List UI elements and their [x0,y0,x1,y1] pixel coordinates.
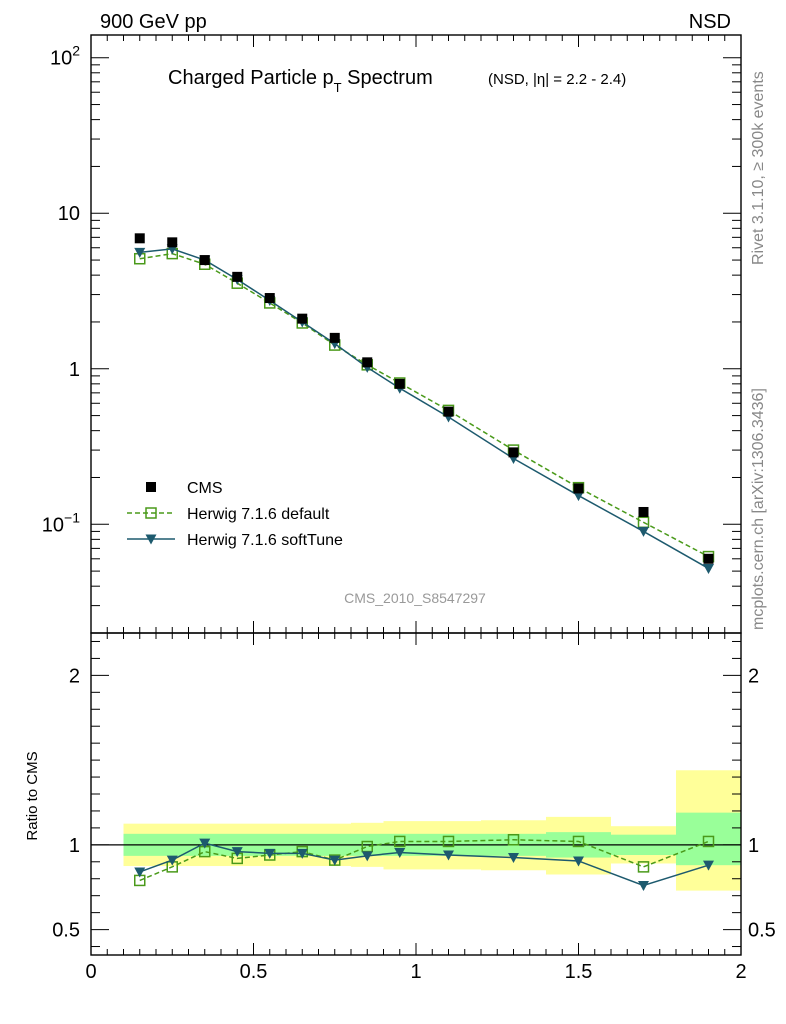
y-tick-label-right: 1 [748,835,759,857]
x-tick-label: 0.5 [240,961,268,983]
header-right: NSD [689,11,731,33]
chart-title: Charged Particle pT Spectrum [168,67,433,95]
cms-series-point [443,406,454,417]
herwig-softtune-series-ratio-point [134,867,146,878]
y-tick-label-right: 0.5 [748,920,776,942]
herwig-softtune-series-ratio-point [573,856,584,867]
legend-marker [146,482,156,492]
herwig-default-series-ratio-point [702,835,715,848]
x-tick-label: 0 [85,961,96,983]
cms-series-point [134,233,145,244]
x-tick-label: 1.5 [565,961,593,983]
chart-title-sub: T [334,80,342,95]
herwig-softtune-series-ratio-line [139,842,709,887]
y-tick-label: 10 [58,203,80,225]
herwig-default-series-ratio-point [572,835,585,848]
ratio-frame [90,632,742,956]
herwig-default-series-ratio-point [394,835,406,848]
herwig-softtune-series-ratio-point [508,853,519,864]
herwig-default-series-ratio-point [637,861,650,873]
y-tick-label-right: 2 [748,665,759,687]
y-tick-label: 102 [50,43,80,70]
y-tick-label: 2 [69,665,80,687]
uncertainty-band-inner [676,812,741,866]
chart-subtitle: (NSD, |η| = 2.2 - 2.4) [488,71,626,88]
herwig-softtune-series-ratio-point [394,847,406,858]
cms-series-point [362,357,373,368]
herwig-softtune-series-ratio-point [166,855,178,866]
herwig-softtune-series-ratio-point [443,850,454,861]
ratio-ylabel: Ratio to CMS [24,751,41,840]
herwig-softtune-series-ratio-point [361,851,373,862]
ratio-panel: 0 0.5 1 1.5 20.5 0.51 12 2 [52,35,776,983]
legend-label: Herwig 7.1.6 softTune [187,532,343,549]
y-tick-label: 0.5 [52,920,80,942]
cms-series-point [167,237,178,248]
header-left: 900 GeV pp [100,11,207,33]
y-tick-label: 10−1 [42,509,80,536]
herwig-softtune-series-point [573,491,584,502]
herwig-softtune-series-ratio-point [199,838,211,849]
herwig-softtune-series-line [139,248,709,570]
cms-series-point [703,553,714,564]
main-panel: 10−1 1 10 102 CMS Herwig 7.1.6 default Herwig … [42,34,742,634]
mcplots-label: mcplots.cern.ch [arXiv:1306.3436] [750,388,767,630]
x-tick-label: 2 [735,961,746,983]
herwig-softtune-series-point [703,563,714,574]
legend-marker [145,507,157,519]
x-tick-label: 1 [410,961,421,983]
legend-marker [145,534,157,545]
herwig-softtune-series-ratio-point [329,855,341,866]
chart-title-main: Charged Particle p [168,67,334,89]
cms-series-point [329,332,340,343]
legend-label: Herwig 7.1.6 default [187,506,330,523]
herwig-softtune-series-point [134,247,146,258]
cms-series-point [573,483,584,494]
herwig-softtune-series-point [638,526,649,537]
herwig-default-series-ratio-point [442,835,455,848]
herwig-softtune-series-ratio-point [264,848,276,859]
y-tick-label: 1 [69,359,80,381]
herwig-softtune-series-ratio-point [231,847,243,858]
cms-series-point [264,293,275,304]
herwig-softtune-series-ratio-point [296,848,308,859]
cms-series-point [199,255,210,266]
cms-series-point [394,378,405,389]
cms-series-point [638,506,649,517]
chart-title-rest: Spectrum [342,67,433,89]
cms-series-point [232,271,243,282]
y-tick-label: 1 [69,835,80,857]
rivet-version-label: Rivet 3.1.10, ≥ 300k events [750,71,767,265]
herwig-default-series-ratio-point [507,834,520,846]
legend-label: CMS [187,480,223,497]
cms-series-point [297,313,308,324]
cms-series-point [508,447,519,458]
analysis-watermark: CMS_2010_S8547297 [344,590,486,606]
